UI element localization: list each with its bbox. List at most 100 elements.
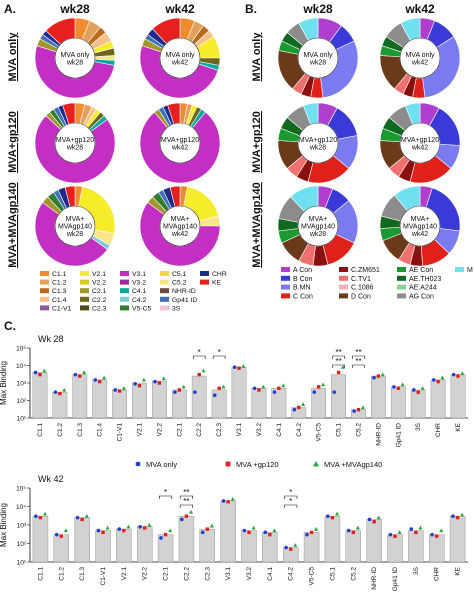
point-mva-only xyxy=(451,514,455,518)
legend-swatch xyxy=(339,284,348,290)
x-tick-label-c4-1: C4.1 xyxy=(267,567,274,581)
point-mva-only xyxy=(409,527,414,531)
significance-bracket xyxy=(179,495,193,499)
bar-ke xyxy=(449,515,466,563)
x-tick-label-c2-3: C2.3 xyxy=(216,423,223,437)
point-mva-gp120 xyxy=(97,379,102,384)
point-mva-only xyxy=(212,393,217,398)
point-mva-only xyxy=(252,386,257,391)
significance-label: * xyxy=(164,488,167,497)
legend-label: C4.2 xyxy=(132,297,147,304)
bar-v3-1 xyxy=(220,500,236,563)
y-axis-label: Max Binding xyxy=(0,503,8,547)
bar-c2-2 xyxy=(178,515,195,563)
x-tick-label-c4-2: C4.2 xyxy=(296,423,303,437)
bar-v2-2 xyxy=(137,526,153,563)
point-mva-only xyxy=(332,390,337,394)
legend-item-c-1086: C.1086 xyxy=(339,284,374,292)
point-mva-mvagp140 xyxy=(321,382,326,387)
point-mva-mvagp140 xyxy=(82,370,87,375)
donut-center-label: MVA only xyxy=(405,52,435,59)
point-mva-gp120 xyxy=(351,530,355,535)
point-mva-gp120 xyxy=(393,534,397,538)
point-mva-gp120 xyxy=(237,366,241,370)
point-mva-only xyxy=(221,499,226,503)
bar-c1-1 xyxy=(32,372,48,419)
x-tick-label-v2-2: V2.2 xyxy=(156,423,163,437)
point-mva-mvagp140 xyxy=(335,511,340,516)
x-tick-label-chr: CHR xyxy=(434,567,441,581)
x-tick-label-c2-1: C2.1 xyxy=(163,567,170,581)
panel-a-row-label-mva-only: MVA only xyxy=(7,32,19,82)
donut-center xyxy=(54,205,96,247)
legend-swatch xyxy=(281,267,290,272)
point-mva-gp120 xyxy=(226,500,230,504)
x-tick-label-v3-1: V3.1 xyxy=(236,423,243,437)
legend-label: B Con xyxy=(293,276,313,283)
bar-3s xyxy=(410,389,426,419)
donut-center-label: wk28 xyxy=(66,59,83,66)
bar-v2-1 xyxy=(116,528,132,563)
donut-center-label: MVA only xyxy=(165,52,195,59)
point-mva-mvagp140 xyxy=(281,383,286,388)
panel-b-header-wk42: wk42 xyxy=(404,2,435,16)
donut-center xyxy=(159,122,201,164)
point-mva-only xyxy=(138,524,142,529)
x-tick-label-v2-1: V2.1 xyxy=(137,423,144,437)
bar-c5-1 xyxy=(331,374,346,419)
significance-bracket xyxy=(192,355,206,359)
donut-center xyxy=(54,122,96,164)
legend-item-m-con: M Con xyxy=(455,267,474,274)
x-tick-label-c1-3: C1.3 xyxy=(77,423,84,437)
legend-swatch xyxy=(40,288,49,294)
bar-c2-1 xyxy=(171,389,187,419)
legend-item-ae-a244: AE.A244 xyxy=(397,284,437,292)
legend-marker xyxy=(225,461,231,467)
donut-center-label: wk42 xyxy=(411,144,428,151)
legend-label: C5.1 xyxy=(172,271,187,278)
legend-swatch xyxy=(281,284,290,290)
legend-swatch xyxy=(160,288,169,294)
legend-swatch xyxy=(397,293,406,299)
point-mva-mvagp140 xyxy=(261,384,266,389)
bar-c1-3 xyxy=(72,374,88,419)
point-mva-only xyxy=(133,382,137,386)
legend-item-c5-2: C5.2 xyxy=(160,279,187,287)
point-mva-gp120 xyxy=(257,388,261,392)
donut-center-label: MVA+ xyxy=(66,216,85,223)
point-mva-mvagp140 xyxy=(230,496,235,501)
donut-center-label: MVA only xyxy=(60,52,90,59)
legend-swatch xyxy=(80,288,89,294)
legend-swatch xyxy=(40,271,49,276)
point-mva-gp120 xyxy=(456,374,460,378)
point-mva-only xyxy=(200,530,205,535)
legend-label: C.1086 xyxy=(351,285,374,292)
legend-item-c1-4: C1.4 xyxy=(40,296,67,304)
legend-swatch xyxy=(40,296,49,302)
panel-a-row-label-mva-mvagp140: MVA+MVAgp140 xyxy=(7,182,19,267)
point-mva-mvagp140 xyxy=(181,384,186,389)
point-mva-only xyxy=(392,385,396,389)
point-mva-mvagp140 xyxy=(63,528,68,533)
legend-label: C2.2 xyxy=(92,297,107,304)
bar-c4-1 xyxy=(262,532,278,563)
legend-swatch xyxy=(160,271,169,276)
bar-v3-2 xyxy=(241,530,257,563)
point-mva-mvagp140 xyxy=(272,528,277,533)
significance-label: * xyxy=(289,497,292,506)
x-tick-label-c4-1: C4.1 xyxy=(276,423,283,437)
x-tick-label-c2-2: C2.2 xyxy=(183,567,190,581)
legend-label: 3S xyxy=(172,305,181,312)
donut-center-label: wk42 xyxy=(171,59,188,66)
x-tick-label-c5-1: C5.1 xyxy=(329,567,336,581)
significance-bracket xyxy=(332,355,345,359)
point-mva-mvagp140 xyxy=(62,387,67,392)
donut-center-label: MVA+ xyxy=(309,216,328,223)
significance-label: ** xyxy=(183,488,189,497)
donut-center-label: MVA+gp120 xyxy=(401,137,439,144)
point-mva-mvagp140 xyxy=(42,368,47,373)
